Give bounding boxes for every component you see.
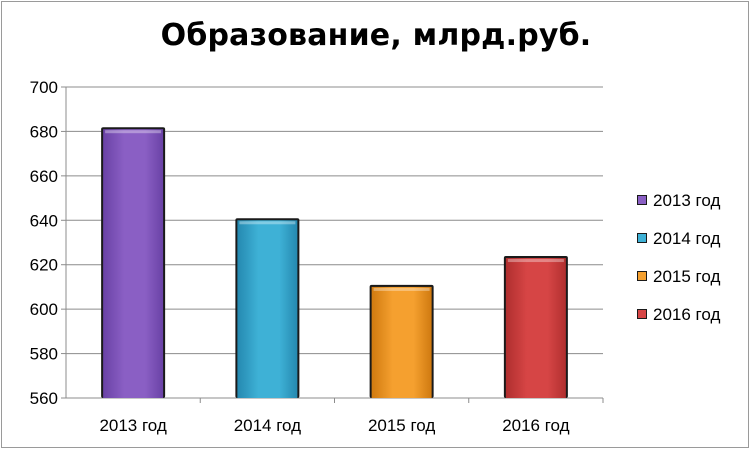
bar-highlight (239, 221, 296, 225)
y-tick-label: 660 (30, 167, 58, 186)
legend-swatch (638, 310, 646, 318)
legend-label: 2015 год (653, 267, 720, 286)
chart-title: Образование, млрд.руб. (160, 18, 592, 53)
legend-label: 2016 год (653, 305, 720, 324)
legend-label: 2013 год (653, 191, 720, 210)
bar-highlight (507, 259, 564, 263)
bar (103, 129, 164, 398)
y-tick-label: 680 (30, 122, 58, 141)
y-tick-label: 620 (30, 256, 58, 275)
y-tick-label: 560 (30, 389, 58, 408)
legend-label: 2014 год (653, 229, 720, 248)
x-tick-label: 2015 год (368, 416, 435, 435)
x-tick-label: 2016 год (502, 416, 569, 435)
legend-swatch (638, 272, 646, 280)
bar (237, 220, 298, 398)
bar (505, 258, 566, 398)
bar-highlight (373, 287, 430, 291)
y-tick-label: 600 (30, 300, 58, 319)
y-tick-label: 640 (30, 211, 58, 230)
legend-swatch (638, 196, 646, 204)
x-tick-label: 2013 год (99, 416, 166, 435)
bar (371, 286, 432, 398)
legend-swatch (638, 234, 646, 242)
bar-highlight (105, 130, 162, 134)
x-tick-label: 2014 год (234, 416, 301, 435)
y-tick-label: 580 (30, 345, 58, 364)
y-tick-label: 700 (30, 78, 58, 97)
